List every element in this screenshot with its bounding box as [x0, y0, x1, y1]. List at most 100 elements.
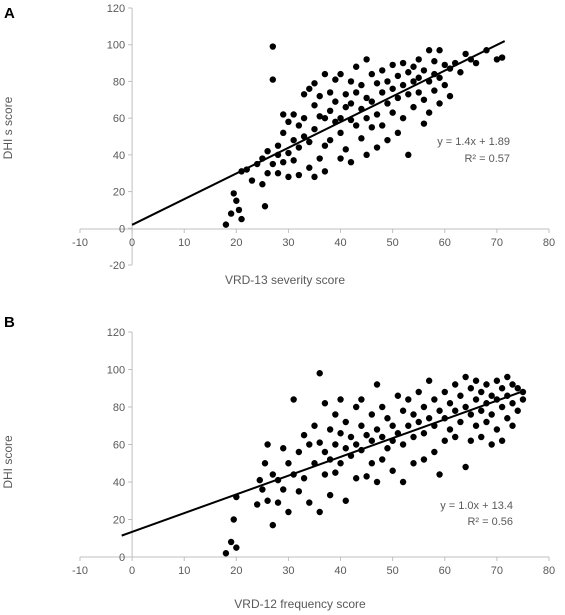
panel-a-data-point [457, 69, 464, 76]
panel-a-x-tick-label: 80 [543, 237, 555, 249]
panel-a-data-point [274, 151, 282, 159]
panel-b-data-point [274, 476, 282, 484]
panel-a-data-point [280, 111, 287, 118]
panel-b-data-point [467, 411, 475, 418]
panel-b-data-point [368, 460, 376, 467]
panel-a-data-point [316, 155, 323, 162]
panel-b-data-point [415, 418, 422, 426]
panel-a-data-point [321, 70, 329, 78]
panel-b-data-point [321, 471, 329, 478]
panel-a-data-point [342, 146, 349, 153]
panel-b-data-point [462, 463, 469, 471]
panel-b-x-tick-label: 70 [491, 565, 503, 577]
panel-a-trendline [131, 40, 506, 226]
panel-b-data-point [295, 488, 303, 495]
panel-a-data-point [347, 116, 355, 124]
panel-a-data-point [321, 114, 329, 122]
panel-a-data-point [269, 43, 277, 50]
panel-b-x-tick-label: 80 [543, 565, 555, 577]
panel-a-data-point [261, 203, 269, 210]
panel-a-data-point [326, 89, 334, 96]
panel-b-data-point [399, 407, 407, 414]
panel-b-data-point [261, 460, 269, 467]
panel-a-y-tick-label: 80 [113, 76, 125, 88]
panel-a-data-point [306, 85, 313, 92]
panel-a-data-point [368, 124, 376, 131]
panel-b-data-point [300, 475, 308, 482]
panel-b-data-point [295, 448, 303, 456]
panel-a-y-tick-label: 120 [107, 3, 125, 15]
panel-a-data-point [498, 54, 506, 61]
panel-b-data-point [462, 373, 469, 381]
panel-b-data-point [233, 544, 240, 551]
panel-b-data-point [280, 486, 287, 493]
panel-a-data-point [420, 96, 428, 103]
panel-b: B VRD-12 frequency score DHI score y = 1… [1, 314, 555, 611]
panel-a-data-point [431, 70, 438, 78]
panel-b-data-point [420, 456, 428, 463]
panel-a-data-point [373, 144, 381, 151]
panel-a-data-point [436, 47, 443, 54]
panel-b-data-point [441, 437, 448, 444]
panel-b-data-point [483, 400, 490, 407]
panel-b-x-axis-title: VRD-12 frequency score [234, 597, 366, 611]
panel-b-data-point [316, 508, 323, 516]
panel-a-x-tick-label: 60 [439, 237, 451, 249]
panel-a-data-point [415, 74, 422, 81]
panel-a-data-point [337, 129, 344, 137]
panel-b-data-point [425, 377, 433, 384]
panel-a-data-point [264, 147, 271, 155]
panel-b-y-tick-label: 120 [107, 327, 125, 339]
panel-b-data-point [326, 491, 334, 499]
panel-b-data-point [368, 411, 376, 418]
panel-b-data-point [504, 392, 511, 399]
panel-a-data-point [332, 98, 339, 105]
panel-a-data-point [290, 136, 297, 144]
panel-a-x-tick-label: 0 [129, 237, 135, 249]
panel-a-data-point [269, 76, 277, 83]
panel-b-data-point [462, 403, 469, 411]
panel-a-data-point [384, 78, 391, 85]
panel-b-data-point [352, 403, 360, 411]
panel-a-data-point [311, 80, 318, 87]
panel-b-data-point [394, 430, 402, 437]
panel-a-data-point [493, 56, 501, 63]
panel-b-x-tick-label: -10 [72, 565, 88, 577]
panel-b-data-point [373, 426, 381, 433]
panel-b-data-point [436, 471, 443, 478]
panel-a-data-point [243, 166, 250, 173]
panel-a-x-tick-label: 30 [282, 237, 294, 249]
panel-b-data-point [358, 396, 365, 403]
panel-b-data-point [498, 385, 506, 392]
panel-b-data-point [259, 486, 266, 493]
panel-b-data-point [290, 471, 297, 478]
panel-b-data-point [420, 430, 428, 437]
panel-b-data-point [394, 392, 402, 399]
panel-a-data-point [358, 81, 365, 89]
panel-b-data-point [441, 415, 448, 422]
panel-b-data-point [399, 441, 407, 448]
panel-a-y-tick-label: 60 [113, 113, 125, 125]
panel-a-data-point [248, 177, 256, 184]
panel-a-data-point [446, 92, 454, 100]
panel-a-data-point [384, 136, 391, 144]
panel-a-data-point [410, 78, 417, 85]
panel-b-data-point [478, 407, 485, 414]
panel-a-data-point [347, 159, 355, 166]
panel-b-label: B [4, 314, 15, 331]
panel-b-data-point [472, 396, 480, 403]
panel-b-y-axis-title: DHI score [1, 435, 15, 489]
panel-a-data-point [347, 78, 355, 85]
panel-a-data-point [379, 122, 386, 129]
panel-b-data-point [493, 377, 501, 384]
panel-a-data-point [295, 122, 303, 129]
panel-a-data-point [420, 67, 428, 74]
panel-a-y-tick-label: -20 [109, 260, 125, 272]
panel-a-data-point [415, 89, 422, 96]
panel-b-trendline [121, 390, 524, 537]
panel-b-data-point [415, 388, 422, 396]
panel-a-data-point [269, 160, 277, 168]
panel-a-r-squared: R² = 0.57 [464, 153, 510, 165]
panel-a-data-point [405, 69, 412, 76]
